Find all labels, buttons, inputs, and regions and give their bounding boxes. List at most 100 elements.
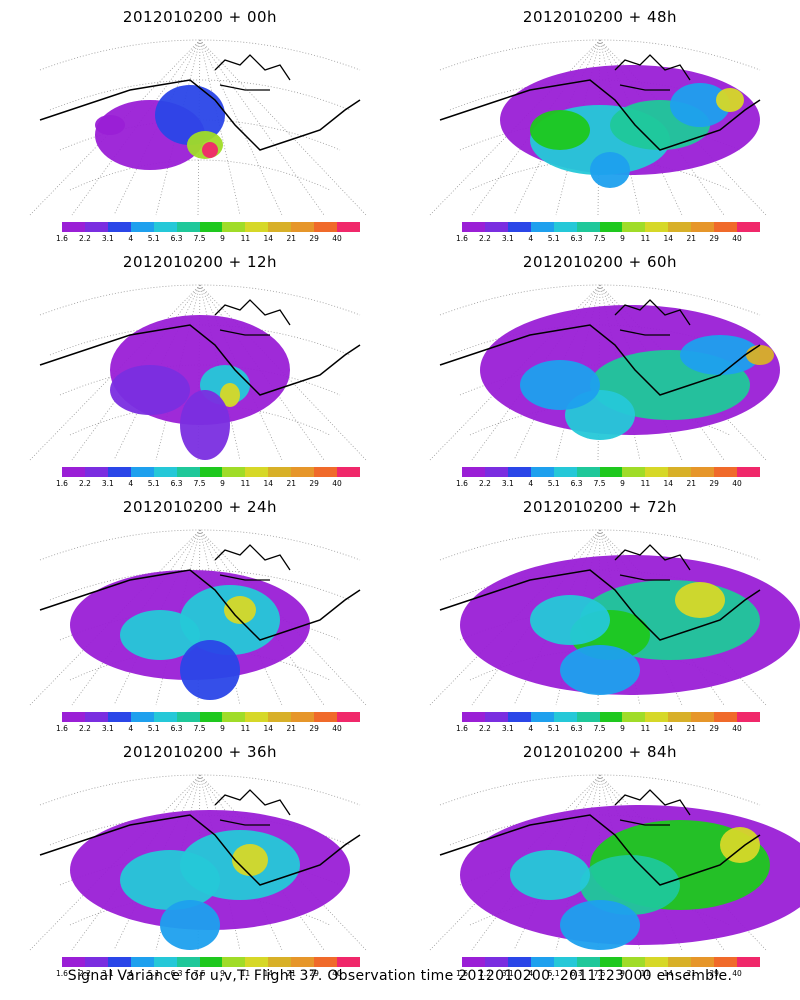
colorbar-swatch <box>268 957 292 967</box>
arctic-islands-outline <box>214 299 291 336</box>
colorbar-label: 9 <box>620 234 625 243</box>
arctic-islands-outline <box>614 54 691 91</box>
colorbar-label: 2.2 <box>478 234 491 243</box>
colorbar-swatch <box>62 712 85 722</box>
colorbar-label: 4 <box>128 234 134 243</box>
graticule-line <box>113 284 201 461</box>
colorbar-swatch <box>553 957 577 967</box>
colorbar-swatch <box>530 957 554 967</box>
map-panel: 2012010200 + 00h 1.6 2.2 3.1 4 5.1 6.3 7.5 9 11 14… <box>0 0 400 245</box>
coastline <box>39 814 361 886</box>
panel-title: 2012010200 + 48h <box>522 8 678 26</box>
colorbar-swatch <box>84 467 108 477</box>
graticule-line <box>439 774 761 806</box>
colorbar-swatch <box>553 467 577 477</box>
colorbar-label: 9 <box>620 724 625 733</box>
variance-contour <box>224 596 256 624</box>
colorbar <box>462 712 760 722</box>
map-panel: 2012010200 + 12h 1.6 2.2 3.1 4 5.1 6.3 7.5 9 11 14… <box>0 245 400 490</box>
graticule-line <box>113 774 201 951</box>
colorbar-label: 9 <box>220 724 225 733</box>
colorbar-label: 7.5 <box>193 969 206 978</box>
colorbar <box>62 712 360 722</box>
colorbar-labels: 1.6 2.2 3.1 4 5.1 6.3 7.5 9 11 14 21 29 40 <box>452 724 772 734</box>
arctic-islands-outline <box>614 789 691 826</box>
colorbar-label: 2.2 <box>478 969 491 978</box>
graticule-line <box>113 39 201 216</box>
colorbar-label: 21 <box>286 969 296 978</box>
colorbar-label: 6.3 <box>570 234 583 243</box>
colorbar <box>462 957 760 967</box>
colorbar-swatch <box>714 467 738 477</box>
colorbar-label: 5.1 <box>147 969 160 978</box>
colorbar-swatch <box>314 222 338 232</box>
colorbar-swatch <box>176 712 200 722</box>
colorbar-label: 2.2 <box>478 479 491 488</box>
colorbar-swatch <box>691 222 715 232</box>
colorbar-swatch <box>576 712 600 722</box>
colorbar-swatch <box>222 467 246 477</box>
coastline <box>439 814 761 886</box>
graticule-line <box>513 284 601 461</box>
map-panel: 2012010200 + 48h 1.6 2.2 3.1 4 5.1 6.3 7.5 9 11 14… <box>400 0 800 245</box>
colorbar-label: 7.5 <box>593 479 606 488</box>
colorbar-swatch <box>153 712 177 722</box>
graticule-line <box>513 39 601 216</box>
colorbar-label: 2.2 <box>78 724 91 733</box>
colorbar-label: 21 <box>686 234 696 243</box>
variance-contour <box>670 83 730 127</box>
polar-map <box>29 284 367 461</box>
colorbar-swatch <box>737 712 760 722</box>
colorbar-label: 21 <box>686 969 696 978</box>
arctic-islands-outline <box>614 544 691 581</box>
colorbar-swatch <box>576 222 600 232</box>
variance-contour <box>510 850 590 900</box>
colorbar-labels: 1.6 2.2 3.1 4 5.1 6.3 7.5 9 11 14 21 29 40 <box>452 969 772 979</box>
colorbar-swatch <box>199 467 223 477</box>
variance-contour <box>180 390 230 460</box>
colorbar-swatch <box>737 467 760 477</box>
colorbar-label: 1.6 <box>56 724 68 733</box>
colorbar-label: 29 <box>309 479 319 488</box>
colorbar-labels: 1.6 2.2 3.1 4 5.1 6.3 7.5 9 11 14 21 29 40 <box>52 969 372 979</box>
colorbar-swatch <box>245 467 269 477</box>
colorbar-label: 4 <box>528 969 534 978</box>
variance-contour <box>232 844 268 876</box>
graticule-line <box>199 39 283 216</box>
variance-contour <box>110 365 190 415</box>
graticule-line <box>49 79 351 111</box>
colorbar-label: 3.1 <box>101 479 114 488</box>
colorbar-label: 9 <box>620 479 625 488</box>
colorbar-swatch <box>645 957 669 967</box>
colorbar-label: 6.3 <box>170 234 183 243</box>
coastline <box>39 324 361 396</box>
colorbar-swatch <box>84 712 108 722</box>
colorbar-labels: 1.6 2.2 3.1 4 5.1 6.3 7.5 9 11 14 21 29 40 <box>52 479 372 489</box>
variance-contour <box>720 827 760 863</box>
colorbar <box>462 222 760 232</box>
polar-map <box>29 774 367 951</box>
colorbar-swatch <box>507 957 531 967</box>
colorbar-label: 4 <box>128 479 134 488</box>
panel-title: 2012010200 + 00h <box>122 8 278 26</box>
colorbar-swatch <box>691 467 715 477</box>
graticule-line <box>39 774 361 806</box>
colorbar-label: 11 <box>640 724 651 733</box>
colorbar-label: 9 <box>620 969 625 978</box>
polar-map <box>429 284 780 461</box>
graticule-line <box>49 569 351 601</box>
colorbar-label: 40 <box>732 234 742 243</box>
colorbar-swatch <box>291 712 315 722</box>
arctic-islands-outline <box>214 54 291 91</box>
colorbar-label: 29 <box>309 234 319 243</box>
polar-map <box>29 529 367 706</box>
colorbar-swatch <box>62 957 85 967</box>
graticule-line <box>439 39 761 71</box>
colorbar-swatch <box>622 712 646 722</box>
colorbar-label: 29 <box>709 969 719 978</box>
colorbar-swatch <box>484 957 508 967</box>
colorbar-label: 6.3 <box>570 724 583 733</box>
colorbar-labels: 1.6 2.2 3.1 4 5.1 6.3 7.5 9 11 14 21 29 40 <box>452 479 772 489</box>
polar-map <box>429 529 800 706</box>
colorbar-swatch <box>668 467 692 477</box>
